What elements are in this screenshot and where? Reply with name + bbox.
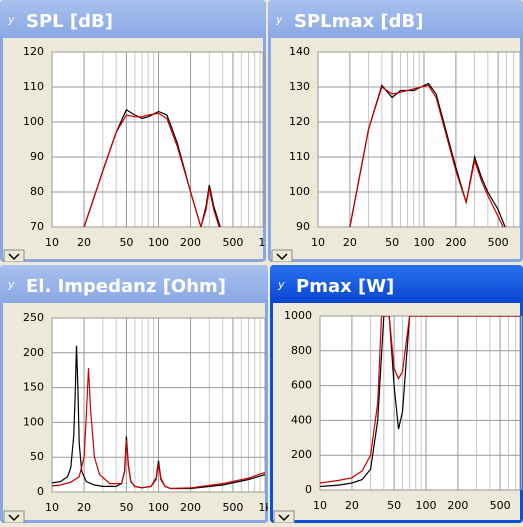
x-tick-label: 500 <box>222 501 243 514</box>
x-tick-label: 100 <box>148 501 169 514</box>
window: y El. Impedanz [Ohm] 10 20 50 100 200 500 1k 0 50 1… <box>0 265 272 523</box>
window-icon: y <box>277 278 285 291</box>
x-tick-label: 500 <box>490 499 511 512</box>
x-tick-label: 100 <box>416 499 437 512</box>
title-bar <box>270 265 523 303</box>
window: y SPL [dB] 10 20 50 100 200 500 1k 70 80 90 100 110 12… <box>0 0 272 262</box>
x-tick-label: 1k <box>258 501 272 514</box>
x-tick-label: 20 <box>77 236 91 249</box>
dropdown-arrow <box>8 514 20 522</box>
dropdown-arrow <box>8 253 20 261</box>
dropdown-arrow <box>278 514 290 522</box>
dropdown-button <box>3 249 25 262</box>
x-tick-label: 20 <box>343 236 357 249</box>
x-tick-label: 50 <box>119 501 133 514</box>
window-icon: y <box>7 278 15 291</box>
series-line <box>320 316 520 488</box>
x-tick-label: 20 <box>345 499 359 512</box>
y-tick-label: 70 <box>30 220 44 233</box>
plot-area <box>319 315 521 491</box>
x-tick-label: 20 <box>77 501 91 514</box>
dropdown-arrow <box>276 253 288 261</box>
y-tick-label: 400 <box>291 413 312 426</box>
y-tick-label: 800 <box>291 344 312 357</box>
x-tick-label: 1k <box>258 236 272 249</box>
window-title: El. Impedanz [Ohm] <box>26 276 226 297</box>
x-tick-label: 200 <box>445 236 466 249</box>
window-icon: y <box>275 13 283 26</box>
y-tick-label: 50 <box>30 450 44 463</box>
x-tick-label: 10 <box>45 236 59 249</box>
y-tick-label: 600 <box>291 379 312 392</box>
y-tick-label: 200 <box>23 346 44 359</box>
window-title: Pmax [W] <box>296 276 394 297</box>
y-tick-label: 200 <box>291 448 312 461</box>
series-line <box>320 316 520 484</box>
x-tick-label: 100 <box>148 236 169 249</box>
x-tick-label: 500 <box>222 236 243 249</box>
window-icon: y <box>7 13 15 26</box>
y-tick-label: 110 <box>289 150 310 163</box>
y-tick-label: 250 <box>23 311 44 324</box>
y-tick-label: 1000 <box>284 309 312 322</box>
title-bar <box>0 0 266 38</box>
x-tick-label: 10 <box>45 501 59 514</box>
y-tick-label: 100 <box>23 415 44 428</box>
y-tick-label: 100 <box>23 115 44 128</box>
x-tick-label: 200 <box>447 499 468 512</box>
x-tick-label: 50 <box>385 236 399 249</box>
series-line <box>349 84 504 227</box>
x-tick-label: 10 <box>313 499 327 512</box>
series-line <box>52 368 265 490</box>
y-tick-label: 130 <box>289 80 310 93</box>
y-tick-label: 150 <box>23 381 44 394</box>
y-tick-label: 80 <box>30 185 44 198</box>
y-tick-label: 90 <box>30 150 44 163</box>
y-tick-label: 100 <box>289 185 310 198</box>
y-tick-label: 120 <box>23 45 44 58</box>
x-tick-label: 100 <box>414 236 435 249</box>
dropdown-button <box>271 249 293 262</box>
series-line <box>83 112 220 227</box>
x-tick-label: 200 <box>180 501 201 514</box>
y-tick-label: 90 <box>296 220 310 233</box>
x-tick-label: 200 <box>180 236 201 249</box>
y-tick-label: 0 <box>305 483 312 496</box>
y-tick-label: 110 <box>23 80 44 93</box>
y-tick-label: 140 <box>289 45 310 58</box>
y-tick-label: 0 <box>37 485 44 498</box>
window-title: SPLmax [dB] <box>294 11 423 32</box>
title-bar <box>268 0 523 38</box>
window-title: SPL [dB] <box>26 11 113 32</box>
x-tick-label: 50 <box>119 236 133 249</box>
x-tick-label: 10 <box>311 236 325 249</box>
title-bar <box>0 265 268 303</box>
x-tick-label: 50 <box>387 499 401 512</box>
x-tick-label: 500 <box>488 236 509 249</box>
dropdown-button <box>3 510 25 523</box>
y-tick-label: 120 <box>289 115 310 128</box>
dropdown-button <box>273 510 295 523</box>
plot-area <box>51 51 264 228</box>
